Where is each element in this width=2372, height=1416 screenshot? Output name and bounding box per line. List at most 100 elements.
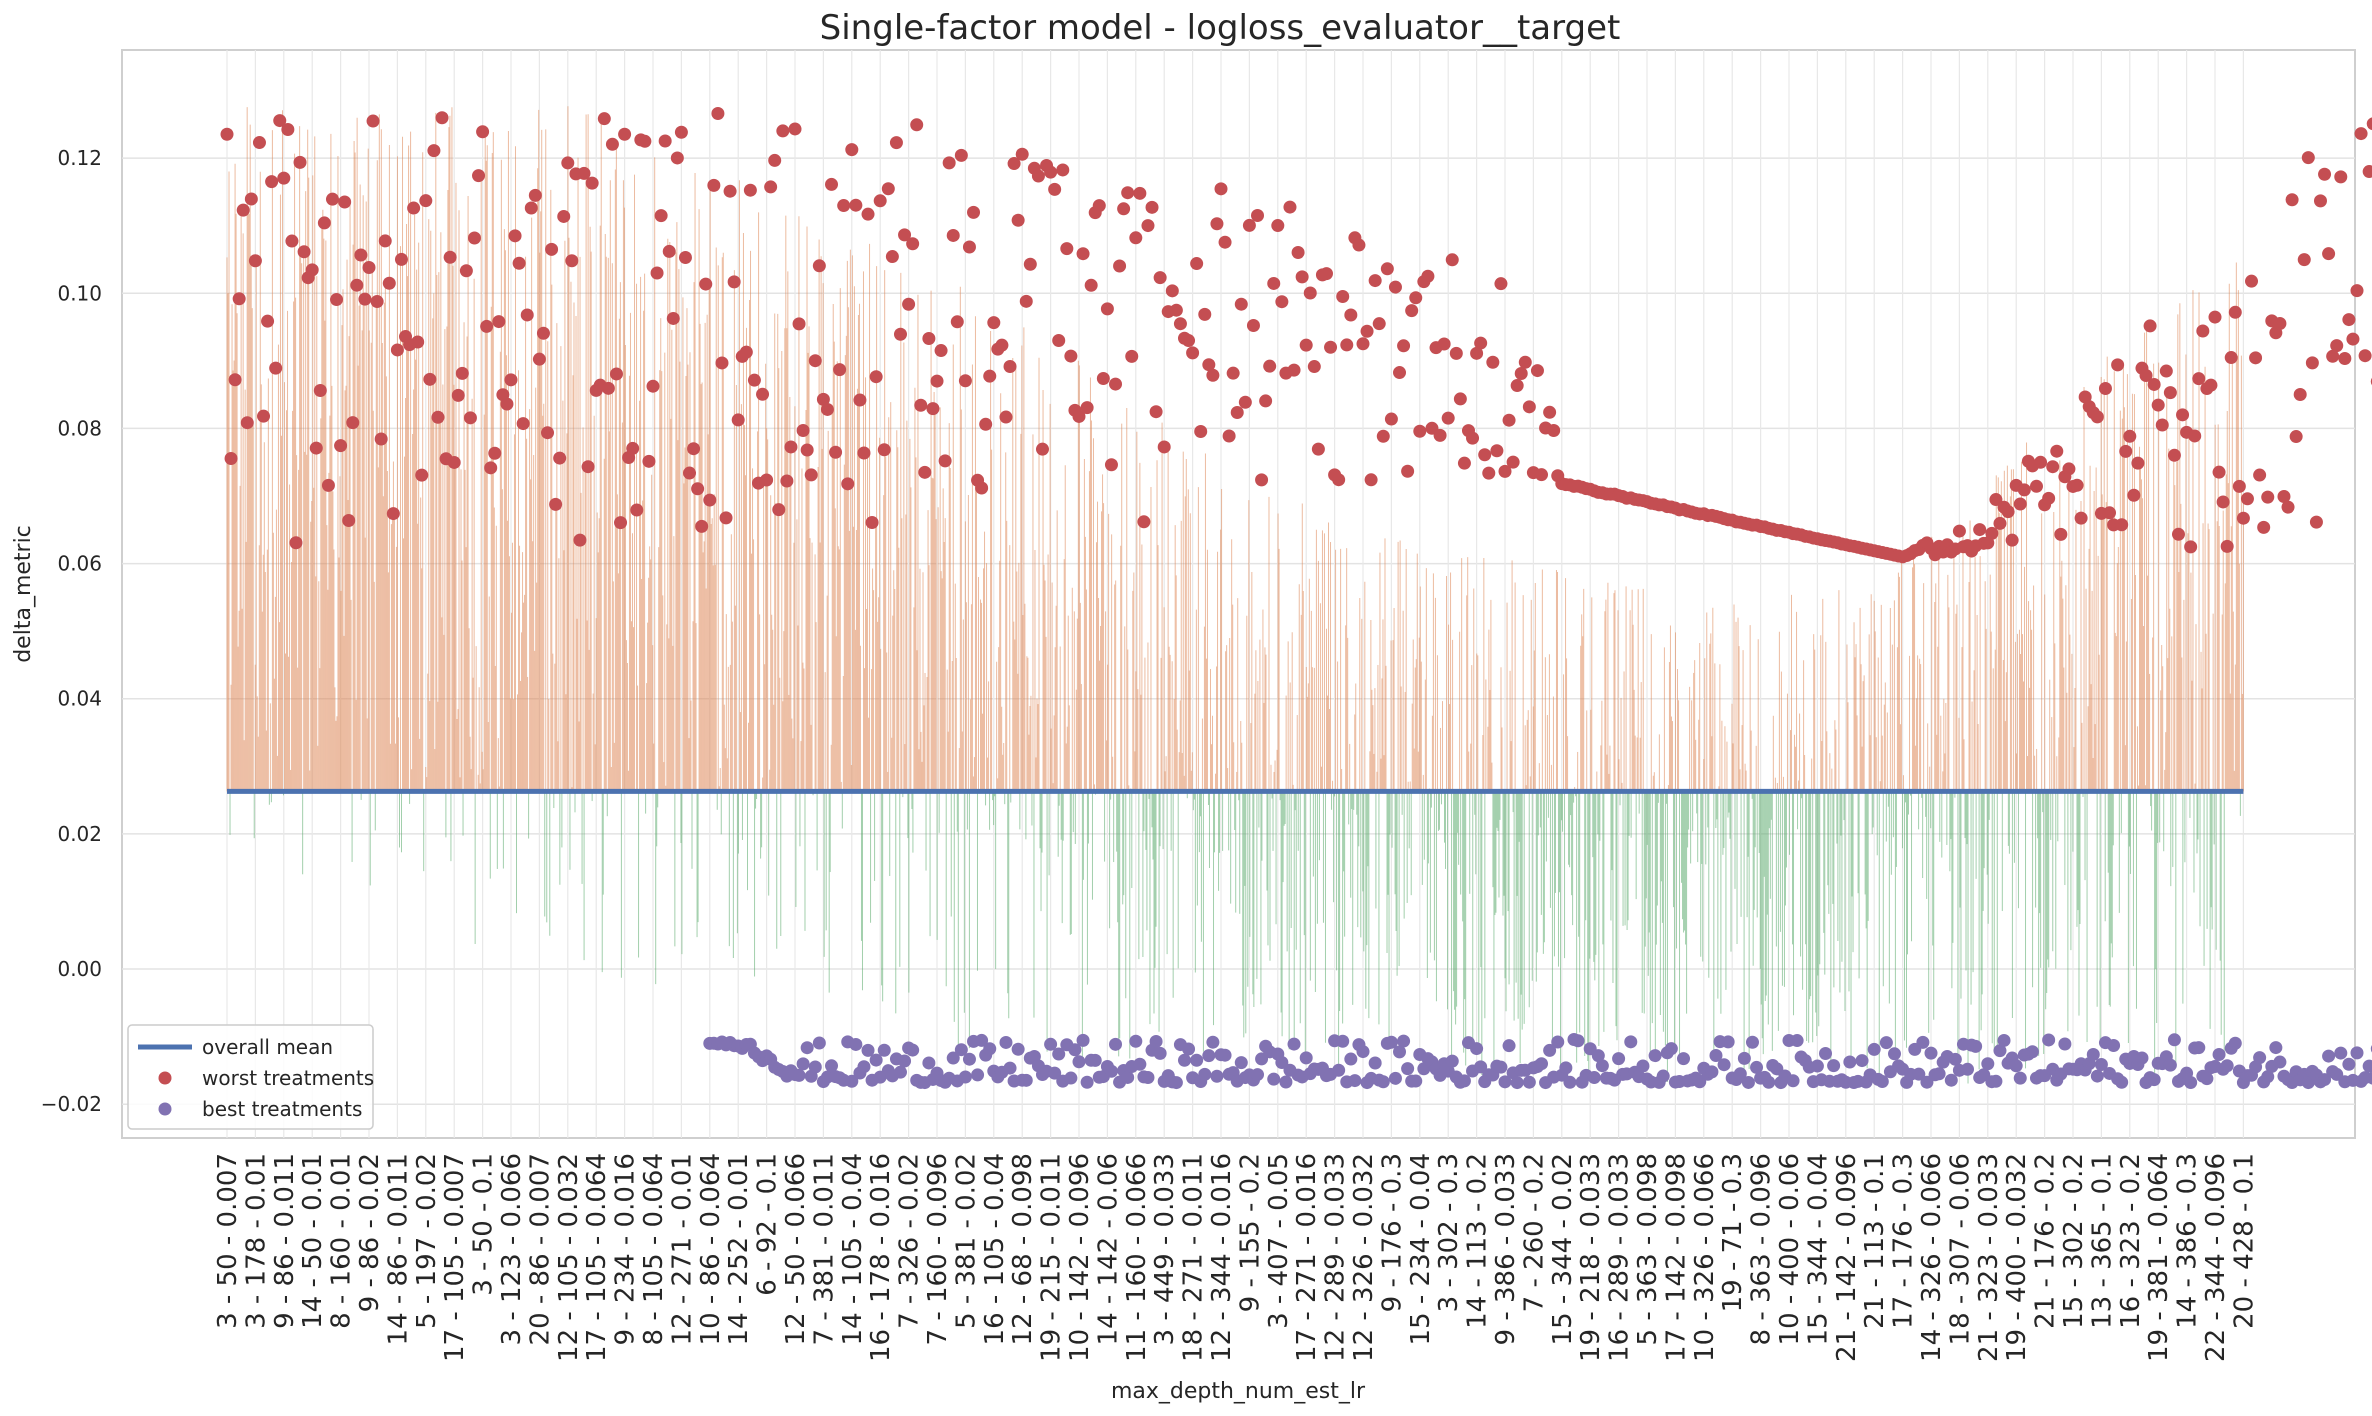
worst-point xyxy=(1015,147,1029,161)
best-point xyxy=(2013,1071,2027,1085)
worst-point xyxy=(1113,259,1127,273)
best-point xyxy=(962,1052,976,1066)
worst-point xyxy=(557,209,571,223)
x-tick-label: 14 - 252 - 0.01 xyxy=(724,1153,754,1345)
x-tick-label: 12 - 271 - 0.01 xyxy=(667,1153,697,1345)
x-tick-label: 7 - 160 - 0.096 xyxy=(923,1153,953,1345)
worst-point xyxy=(1222,429,1236,443)
worst-point xyxy=(1474,336,1488,350)
worst-point xyxy=(2188,429,2202,443)
x-tick-label: 17 - 176 - 0.3 xyxy=(1889,1153,1919,1329)
worst-point xyxy=(1380,262,1394,276)
worst-point xyxy=(1307,360,1321,374)
best-point xyxy=(796,1057,810,1071)
worst-point xyxy=(248,254,262,268)
worst-point xyxy=(476,125,490,139)
worst-point xyxy=(411,335,425,349)
worst-point xyxy=(1145,200,1159,214)
best-point xyxy=(1044,1037,1058,1051)
y-tick-labels: −0.02 0.00 0.02 0.04 0.06 0.08 0.10 0.12 xyxy=(41,146,102,1116)
worst-point xyxy=(273,114,287,128)
worst-point xyxy=(1319,267,1333,281)
best-point xyxy=(2253,1051,2267,1065)
x-tick-label: 12 - 344 - 0.016 xyxy=(1207,1153,1237,1362)
best-point xyxy=(1206,1035,1220,1049)
x-tick-label: 21 - 142 - 0.096 xyxy=(1832,1153,1862,1362)
worst-point xyxy=(784,440,798,454)
worst-point xyxy=(1096,371,1110,385)
worst-point xyxy=(2042,491,2056,505)
worst-point xyxy=(1543,405,1557,419)
worst-point xyxy=(2342,313,2356,327)
best-point xyxy=(1133,1057,1147,1071)
worst-point xyxy=(1157,440,1171,454)
worst-point xyxy=(431,410,445,424)
worst-point xyxy=(2309,515,2323,529)
worst-point xyxy=(1993,516,2007,530)
best-point xyxy=(1535,1057,1549,1071)
best-point xyxy=(1401,1062,1415,1076)
worst-point xyxy=(2098,382,2112,396)
best-point xyxy=(2318,1073,2332,1087)
worst-point xyxy=(2167,448,2181,462)
best-point xyxy=(1153,1046,1167,1060)
best-point xyxy=(1141,1070,1155,1084)
worst-point xyxy=(325,192,339,206)
best-point xyxy=(1656,1069,1670,1083)
worst-point xyxy=(776,124,790,138)
x-tick-label: 12 - 105 - 0.032 xyxy=(554,1153,584,1362)
x-tick-label: 5 - 381 - 0.02 xyxy=(951,1153,981,1329)
worst-point xyxy=(1291,245,1305,259)
best-point xyxy=(2228,1036,2242,1050)
worst-point xyxy=(1287,363,1301,377)
worst-point xyxy=(687,442,701,456)
best-point xyxy=(1571,1034,1585,1048)
worst-point xyxy=(1173,317,1187,331)
worst-point xyxy=(2338,352,2352,366)
worst-point xyxy=(2297,253,2311,267)
worst-point xyxy=(1409,291,1423,305)
worst-point xyxy=(772,503,786,517)
worst-point xyxy=(1092,199,1106,213)
y-tick-label: 0.08 xyxy=(57,416,102,440)
worst-point xyxy=(532,352,546,366)
best-point xyxy=(877,1043,891,1057)
worst-point xyxy=(1117,202,1131,216)
best-point xyxy=(1068,1043,1082,1057)
worst-point xyxy=(1121,186,1135,200)
best-point xyxy=(1076,1033,1090,1047)
x-tick-label: 3 - 178 - 0.01 xyxy=(241,1153,271,1329)
worst-point xyxy=(2127,488,2141,502)
best-point xyxy=(2107,1039,2121,1053)
worst-point xyxy=(427,144,441,158)
best-point xyxy=(1048,1066,1062,1080)
worst-point xyxy=(1973,523,1987,537)
worst-point xyxy=(1441,411,1455,425)
worst-point xyxy=(536,326,550,340)
worst-point xyxy=(601,381,615,395)
worst-point xyxy=(354,248,368,262)
worst-point xyxy=(812,259,826,273)
worst-point xyxy=(1393,366,1407,380)
x-tick-label: 9 - 176 - 0.3 xyxy=(1377,1153,1407,1312)
worst-point xyxy=(2204,378,2218,392)
best-point xyxy=(1080,1075,1094,1089)
best-point xyxy=(845,1074,859,1088)
worst-point xyxy=(581,460,595,474)
best-point xyxy=(1510,1076,1524,1090)
best-point xyxy=(2086,1047,2100,1061)
worst-point xyxy=(463,411,477,425)
worst-point xyxy=(942,156,956,170)
worst-point xyxy=(804,468,818,482)
best-point xyxy=(2009,1059,2023,1073)
worst-point xyxy=(2013,497,2027,511)
best-point xyxy=(825,1059,839,1073)
best-point xyxy=(1409,1074,1423,1088)
best-point xyxy=(1169,1076,1183,1090)
best-point xyxy=(1612,1052,1626,1066)
worst-point xyxy=(313,384,327,398)
worst-point xyxy=(877,443,891,457)
worst-point xyxy=(1332,473,1346,487)
worst-point xyxy=(1255,473,1269,487)
worst-point xyxy=(1060,242,1074,256)
